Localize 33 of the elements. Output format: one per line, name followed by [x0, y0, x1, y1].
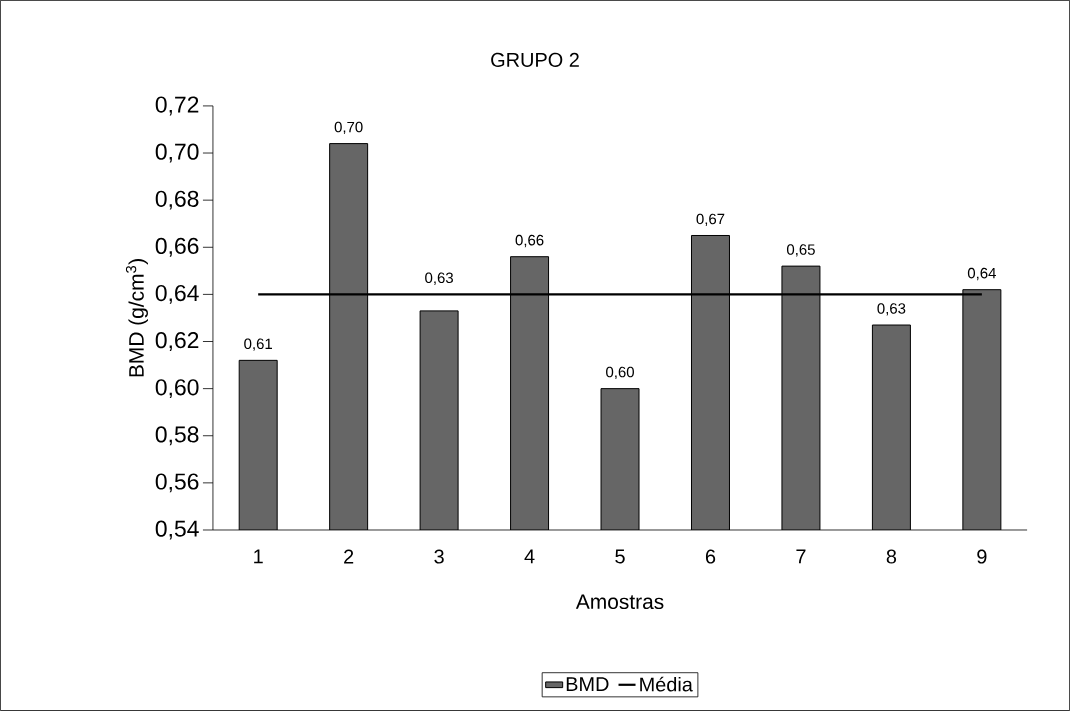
x-tick-label: 2	[344, 549, 354, 564]
x-tick-label: 5	[615, 549, 625, 564]
chart-title: GRUPO 2	[491, 52, 579, 67]
data-label: 0,63	[877, 303, 906, 316]
y-tick-label: 0,64	[155, 284, 199, 304]
data-label: 0,63	[425, 272, 453, 285]
y-tick-label: 0,58	[155, 426, 199, 446]
y-tick-label: 0,66	[155, 237, 199, 257]
x-tick-label: 7	[796, 549, 806, 564]
y-axis-title: BMD (g/cm$^{3}$)	[125, 259, 148, 377]
y-tick-label: 0,72	[155, 96, 199, 116]
y-tick-label: 0,70	[155, 143, 199, 163]
x-tick-label: 4	[524, 549, 535, 564]
y-tick-label: 0,54	[155, 520, 199, 540]
y-tick-label: 0,56	[155, 473, 199, 493]
y-tick-label: 0,62	[155, 332, 199, 352]
data-label: 0,60	[606, 366, 634, 380]
legend-label: Média	[640, 676, 693, 692]
x-tick-label: 9	[977, 549, 987, 564]
x-tick-label: 1	[254, 549, 263, 564]
x-tick-label: 3	[434, 549, 444, 564]
legend-label: BMD	[566, 677, 609, 691]
y-tick-label: 0,60	[155, 379, 199, 399]
data-label: 0,61	[244, 338, 272, 351]
data-label: 0,64	[967, 267, 996, 281]
data-label: 0,66	[515, 234, 544, 248]
x-axis-title: Amostras	[575, 594, 664, 610]
y-tick-label: 0,68	[155, 190, 199, 210]
data-label: 0,67	[696, 213, 725, 227]
data-label: 0,70	[334, 121, 363, 135]
data-label: 0,65	[786, 244, 815, 257]
x-tick-label: 6	[705, 549, 716, 564]
x-tick-label: 8	[886, 549, 897, 564]
